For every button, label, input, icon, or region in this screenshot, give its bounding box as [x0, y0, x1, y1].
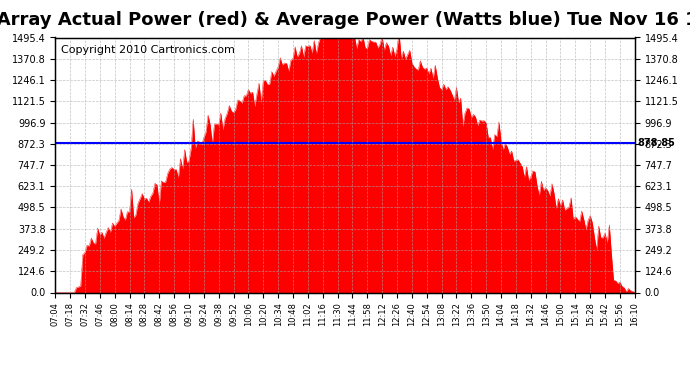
Text: 878.85: 878.85	[638, 138, 676, 148]
Text: East Array Actual Power (red) & Average Power (Watts blue) Tue Nov 16 16:19: East Array Actual Power (red) & Average …	[0, 11, 690, 29]
Text: Copyright 2010 Cartronics.com: Copyright 2010 Cartronics.com	[61, 45, 235, 55]
